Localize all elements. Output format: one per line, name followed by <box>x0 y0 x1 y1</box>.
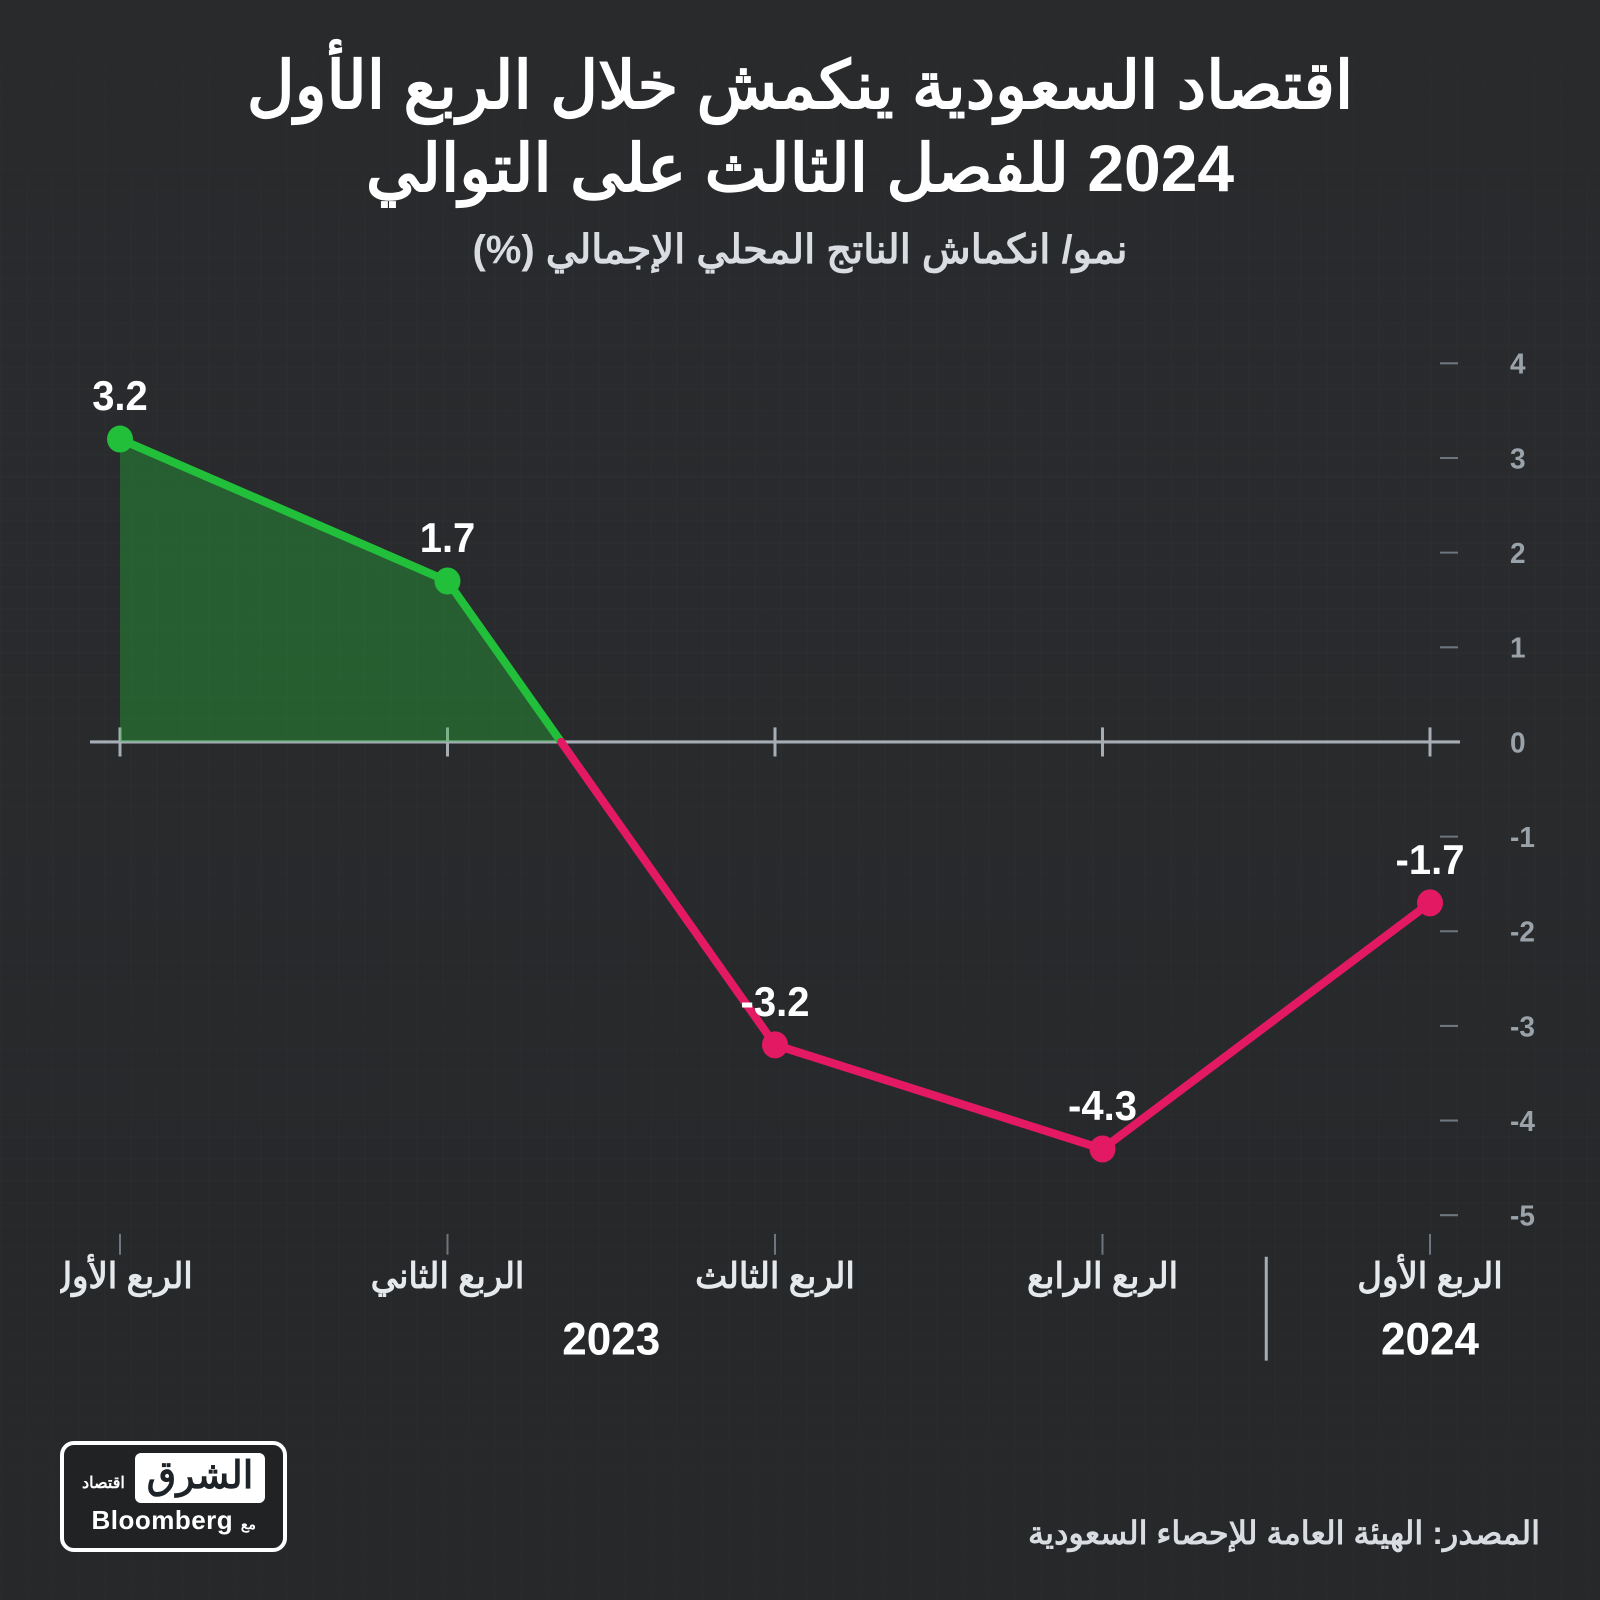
svg-text:5-: 5- <box>1510 1200 1535 1233</box>
infographic-container: اقتصاد السعودية ينكمش خلال الربع الأول 2… <box>0 0 1600 1600</box>
logo-subtext: اقتصاد <box>82 1473 125 1493</box>
svg-text:0: 0 <box>1510 727 1526 760</box>
svg-text:4-: 4- <box>1510 1105 1535 1138</box>
svg-text:الربع الثالث: الربع الثالث <box>695 1257 855 1298</box>
svg-text:الربع الرابع: الربع الرابع <box>1027 1257 1178 1298</box>
headline-line2: 2024 للفصل الثالث على التوالي <box>366 131 1234 205</box>
svg-text:3.2: 3.2 <box>92 372 148 419</box>
svg-text:2: 2 <box>1510 538 1526 571</box>
subtitle: نمو/ انكماش الناتج المحلي الإجمالي (%) <box>60 227 1540 273</box>
svg-text:الربع الأول: الربع الأول <box>1357 1253 1502 1298</box>
headline-line1: اقتصاد السعودية ينكمش خلال الربع الأول <box>247 48 1354 122</box>
svg-text:1: 1 <box>1510 632 1526 665</box>
svg-text:1.7: 1.7 <box>420 514 476 561</box>
publisher-logo: اقتصاد الشرق Bloomberg مع <box>60 1441 287 1552</box>
svg-text:2023: 2023 <box>562 1313 660 1365</box>
svg-text:3: 3 <box>1510 443 1526 476</box>
svg-text:3-: 3- <box>1510 1011 1535 1044</box>
svg-text:1.7-: 1.7- <box>1396 836 1465 883</box>
chart: 5- 4- 3- 2- 1- 0 1 2 3 4 3.2 1.7 3.2- 4.3- 1.7- الربع ا… <box>60 301 1540 1423</box>
svg-text:3.2-: 3.2- <box>741 978 810 1025</box>
svg-text:4: 4 <box>1510 348 1526 381</box>
svg-text:4.3-: 4.3- <box>1068 1082 1137 1129</box>
svg-text:الربع الثاني: الربع الثاني <box>371 1257 525 1298</box>
svg-text:1-: 1- <box>1510 822 1535 855</box>
svg-text:2024: 2024 <box>1381 1313 1479 1365</box>
svg-text:الربع الأول: الربع الأول <box>60 1253 193 1298</box>
footer: المصدر: الهيئة العامة للإحصاء السعودية ا… <box>60 1441 1540 1552</box>
source-attribution: المصدر: الهيئة العامة للإحصاء السعودية <box>1028 1514 1540 1552</box>
logo-brand: الشرق <box>135 1453 266 1503</box>
logo-partner: Bloomberg مع <box>91 1505 255 1536</box>
svg-text:2-: 2- <box>1510 916 1535 949</box>
headline: اقتصاد السعودية ينكمش خلال الربع الأول 2… <box>60 44 1540 209</box>
